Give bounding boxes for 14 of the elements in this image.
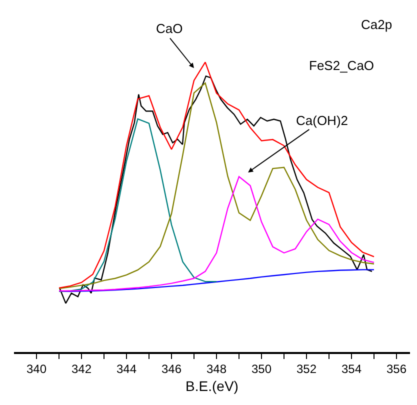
x-tick-label: 342 — [71, 362, 92, 376]
text: Ca2p — [361, 17, 392, 32]
x-tick-label: 356 — [386, 362, 407, 376]
text: CaO — [156, 21, 183, 36]
x-tick-label: 348 — [206, 362, 227, 376]
x-tick-label: 344 — [116, 362, 137, 376]
x-tick-label: 352 — [296, 362, 317, 376]
annotation: FeS2_CaO — [309, 58, 374, 73]
annotation: Ca(OH)2 — [296, 113, 348, 128]
x-tick-label: 354 — [341, 362, 362, 376]
x-tick-label: 340 — [26, 362, 47, 376]
x-axis-title: B.E.(eV) — [186, 378, 238, 394]
x-tick-label: 350 — [251, 362, 272, 376]
x-tick-label: 346 — [161, 362, 182, 376]
